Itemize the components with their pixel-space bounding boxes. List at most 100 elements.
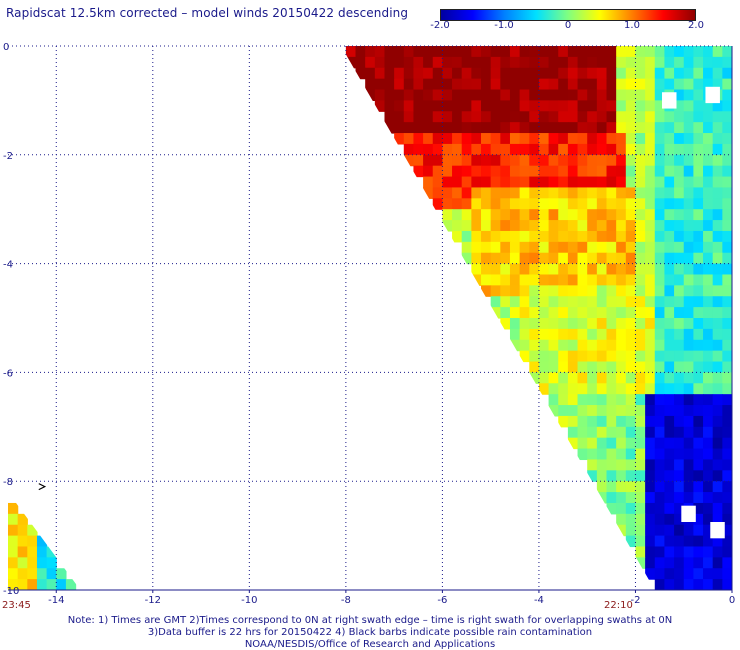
wind-cell bbox=[674, 492, 685, 504]
wind-cell bbox=[616, 230, 627, 243]
wind-cell bbox=[625, 426, 637, 439]
wind-cell bbox=[645, 176, 656, 189]
wind-cell bbox=[664, 307, 675, 319]
wind-cell bbox=[693, 187, 704, 199]
wind-cell bbox=[712, 459, 723, 471]
wind-cell bbox=[558, 394, 569, 406]
wind-cell bbox=[616, 307, 627, 319]
wind-cell bbox=[616, 274, 627, 286]
wind-cell bbox=[693, 67, 704, 80]
wind-cell bbox=[403, 78, 415, 91]
wind-cell bbox=[635, 285, 646, 297]
wind-cell bbox=[606, 405, 617, 417]
wind-cell bbox=[587, 383, 598, 395]
wind-cell bbox=[654, 535, 666, 548]
wind-cell bbox=[567, 46, 579, 58]
wind-cell bbox=[500, 154, 511, 167]
wind-cell bbox=[712, 230, 723, 243]
wind-cell bbox=[645, 459, 656, 471]
wind-cell bbox=[616, 143, 627, 156]
wind-cell bbox=[645, 154, 656, 167]
wind-cell bbox=[384, 100, 395, 112]
wind-cell bbox=[587, 122, 598, 134]
wind-cell bbox=[46, 568, 57, 580]
wind-cell bbox=[635, 198, 646, 210]
wind-cell bbox=[693, 405, 704, 417]
wind-cell bbox=[625, 307, 637, 319]
wind-cell bbox=[683, 470, 694, 482]
wind-cell bbox=[625, 470, 637, 482]
time-left-label: 23:45 bbox=[2, 600, 31, 611]
wind-cell bbox=[8, 524, 19, 537]
wind-cell bbox=[587, 372, 598, 384]
colorbar-tick-label: 0 bbox=[564, 20, 572, 31]
wind-cell bbox=[519, 198, 530, 210]
wind-cell bbox=[616, 405, 627, 417]
wind-cell bbox=[432, 46, 443, 58]
wind-cell bbox=[471, 143, 482, 156]
wind-cell bbox=[596, 492, 608, 504]
wind-cell bbox=[596, 307, 608, 319]
wind-cell bbox=[384, 111, 395, 123]
wind-cell bbox=[413, 111, 424, 123]
wind-cell bbox=[509, 122, 521, 134]
wind-cell bbox=[712, 339, 723, 352]
wind-cell bbox=[558, 241, 569, 254]
wind-cell bbox=[596, 198, 608, 210]
wind-cell bbox=[703, 350, 714, 363]
wind-cell bbox=[664, 198, 675, 210]
wind-cell bbox=[519, 67, 530, 80]
wind-cell bbox=[596, 89, 608, 101]
wind-cell bbox=[645, 274, 656, 286]
wind-cell bbox=[558, 176, 569, 189]
wind-cell bbox=[693, 143, 704, 156]
wind-cell bbox=[509, 274, 521, 286]
wind-cell bbox=[596, 252, 608, 265]
wind-cell bbox=[606, 492, 617, 504]
wind-cell bbox=[558, 46, 569, 58]
wind-cell bbox=[616, 56, 627, 69]
wind-cell bbox=[529, 198, 540, 210]
wind-cell bbox=[654, 415, 666, 428]
wind-cell bbox=[558, 143, 569, 156]
wind-cell bbox=[664, 285, 675, 297]
wind-cell bbox=[471, 78, 482, 91]
wind-cell bbox=[529, 176, 540, 189]
colorbar-tick-label: 2.0 bbox=[688, 20, 704, 31]
wind-cell bbox=[587, 143, 598, 156]
wind-cell bbox=[606, 198, 617, 210]
wind-cell bbox=[27, 568, 38, 580]
wind-cell bbox=[606, 122, 617, 134]
wind-cell bbox=[703, 579, 714, 590]
wind-cell bbox=[519, 89, 530, 101]
wind-cell bbox=[538, 100, 550, 112]
wind-cell bbox=[403, 67, 415, 80]
wind-cell bbox=[577, 350, 588, 363]
wind-cell bbox=[693, 535, 704, 548]
wind-cell bbox=[403, 100, 415, 112]
wind-cell bbox=[712, 535, 723, 548]
wind-cell bbox=[674, 187, 685, 199]
wind-cell bbox=[683, 252, 694, 265]
wind-cell bbox=[693, 100, 704, 112]
wind-cell bbox=[645, 448, 656, 461]
wind-cell bbox=[567, 274, 579, 286]
wind-cell bbox=[355, 67, 366, 80]
wind-cell bbox=[461, 198, 472, 210]
wind-cell bbox=[529, 56, 540, 69]
wind-cell bbox=[664, 143, 675, 156]
wind-cell bbox=[683, 100, 694, 112]
wind-cell bbox=[384, 67, 395, 80]
wind-cell bbox=[606, 89, 617, 101]
wind-cell bbox=[664, 535, 675, 548]
wind-cell bbox=[567, 67, 579, 80]
wind-cell bbox=[538, 361, 550, 373]
wind-cell bbox=[548, 339, 559, 352]
wind-cell bbox=[548, 100, 559, 112]
wind-cell bbox=[587, 426, 598, 439]
wind-cell bbox=[481, 230, 492, 243]
wind-cell bbox=[654, 307, 666, 319]
wind-cell bbox=[558, 220, 569, 232]
missing-data-cell bbox=[705, 86, 720, 104]
wind-cell bbox=[712, 252, 723, 265]
